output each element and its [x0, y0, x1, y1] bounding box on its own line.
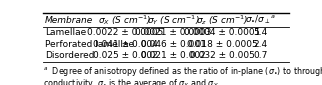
- Text: $\sigma_z$ (S cm$^{-1}$): $\sigma_z$ (S cm$^{-1}$): [196, 13, 248, 27]
- Text: 0.018 ± 0.0005: 0.018 ± 0.0005: [187, 40, 258, 49]
- Text: conductivity. $\sigma_{\bullet}$ is the average of $\sigma_X$ and $\sigma_Y$.: conductivity. $\sigma_{\bullet}$ is the …: [43, 77, 221, 85]
- Text: 0.025 ± 0.002: 0.025 ± 0.002: [93, 51, 157, 60]
- Text: 0.7: 0.7: [253, 51, 268, 60]
- Text: 0.032 ± 0.005: 0.032 ± 0.005: [190, 51, 255, 60]
- Text: Perforated lamellae: Perforated lamellae: [45, 40, 134, 49]
- Text: 0.0004 ± 0.0001: 0.0004 ± 0.0001: [184, 28, 260, 37]
- Text: $^{a}$  Degree of anisotropy defined as the ratio of in-plane ($\sigma_{\bullet}: $^{a}$ Degree of anisotropy defined as t…: [43, 65, 322, 78]
- Text: 0.021 ± 0.002: 0.021 ± 0.002: [141, 51, 205, 60]
- Text: Membrane: Membrane: [45, 16, 93, 24]
- Text: 2.4: 2.4: [254, 40, 268, 49]
- Text: 0.041 ± 0.004: 0.041 ± 0.004: [93, 40, 157, 49]
- Text: $\sigma_X$ (S cm$^{-1}$): $\sigma_X$ (S cm$^{-1}$): [99, 13, 152, 27]
- Text: 0.0021 ± 0.0003: 0.0021 ± 0.0003: [135, 28, 211, 37]
- Text: 0.0022 ± 0.0005: 0.0022 ± 0.0005: [87, 28, 163, 37]
- Text: $\sigma_{\bullet}/\sigma_{\perp}$$^{a}$: $\sigma_{\bullet}/\sigma_{\perp}$$^{a}$: [245, 14, 276, 26]
- Text: 0.046 ± 0.001: 0.046 ± 0.001: [141, 40, 205, 49]
- Text: Lamellae: Lamellae: [45, 28, 87, 37]
- Text: 5.4: 5.4: [254, 28, 268, 37]
- Text: $\sigma_Y$ (S cm$^{-1}$): $\sigma_Y$ (S cm$^{-1}$): [147, 13, 199, 27]
- Text: Disordered: Disordered: [45, 51, 95, 60]
